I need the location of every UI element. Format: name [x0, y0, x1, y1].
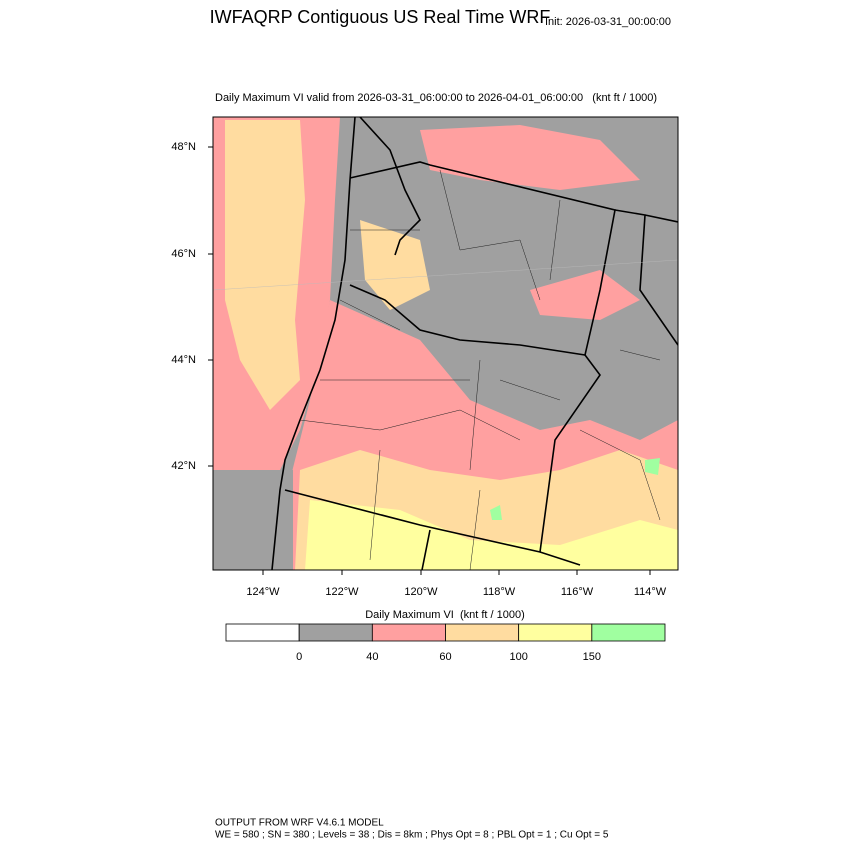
map-frame — [212, 116, 679, 571]
colorbar-box — [445, 623, 520, 642]
colorbar-box — [371, 623, 446, 642]
colorbar-title: Daily Maximum VI (knt ft / 1000) — [365, 609, 525, 621]
lat-label: 42°N — [171, 460, 196, 472]
colorbar-label: 40 — [366, 651, 378, 663]
title: IWFAQRP Contiguous US Real Time WRF — [210, 7, 551, 27]
lon-label: 124°W — [246, 586, 280, 598]
colorbar-box — [591, 623, 666, 642]
lon-label: 116°W — [561, 586, 594, 598]
colorbar-label: 150 — [583, 651, 601, 663]
map — [213, 117, 678, 570]
lat-label: 46°N — [171, 248, 196, 260]
lon-label: 118°W — [483, 586, 516, 598]
subtitle: Daily Maximum VI valid from 2026-03-31_0… — [215, 92, 657, 104]
colorbar-box — [225, 623, 300, 642]
lat-label: 44°N — [171, 354, 196, 366]
colorbar: Daily Maximum VI (knt ft / 1000) — [365, 609, 525, 621]
colorbar-label: 60 — [439, 651, 451, 663]
colorbar-box — [518, 623, 593, 642]
lon-label: 120°W — [404, 586, 438, 598]
lat-label: 48°N — [171, 141, 196, 153]
lon-label: 114°W — [634, 586, 667, 598]
lon-label: 122°W — [325, 586, 359, 598]
colorbar-label: 100 — [509, 651, 527, 663]
init-time: Init: 2026-03-31_00:00:00 — [545, 16, 671, 28]
colorbar-box — [298, 623, 373, 642]
footer-line: WE = 580 ; SN = 380 ; Levels = 38 ; Dis … — [215, 830, 609, 841]
footer-line: OUTPUT FROM WRF V4.6.1 MODEL — [215, 818, 384, 829]
colorbar-label: 0 — [296, 651, 302, 663]
